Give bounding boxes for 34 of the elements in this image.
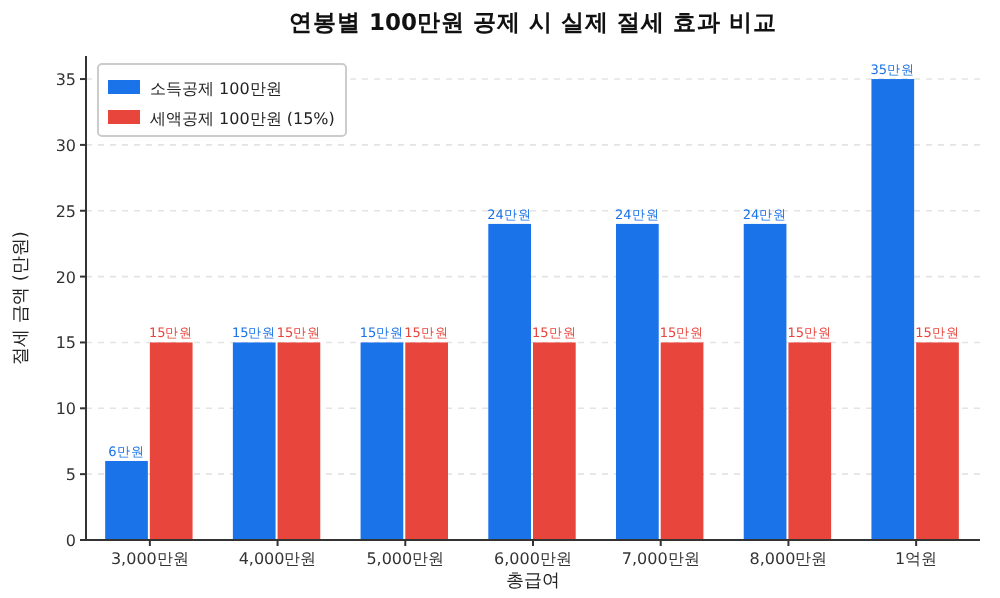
x-tick-label: 4,000만원 [238,550,317,568]
y-axis-title: 절세 금액 (만원) [12,231,32,365]
x-tick-label: 6,000만원 [494,550,572,568]
bar [660,342,704,540]
y-tick-label: 0 [65,532,76,550]
bar [916,342,959,540]
bar [488,223,531,540]
bar [743,223,787,540]
y-tick-label: 30 [55,136,76,155]
bar [405,342,448,540]
y-tick-label: 35 [55,71,76,90]
bar [232,342,276,540]
bar [616,223,659,540]
y-tick-label: 20 [55,268,76,287]
bar [277,342,321,540]
x-axis-title: 총급여 [506,572,560,592]
bar [871,79,915,540]
chart-title: 연봉별 100만원 공제 시 실제 절세 효과 비교 [288,8,778,36]
x-tick-label: 1억원 [895,550,938,568]
x-tick-label: 8,000만원 [749,550,828,568]
y-tick-label: 15 [55,334,76,353]
bar [533,342,576,540]
bar [149,342,193,540]
bar [788,342,832,540]
legend-label: 세액공제 100만원 (15%) [150,110,335,128]
x-tick-label: 7,000만원 [621,550,700,568]
y-tick-label: 10 [55,400,76,419]
y-tick-label: 25 [55,202,76,221]
bar [360,342,404,540]
y-tick-label: 5 [65,466,76,485]
legend-label: 소득공제 100만원 [150,80,282,98]
x-tick-label: 5,000만원 [366,550,445,568]
x-tick-label: 3,000만원 [110,550,189,568]
bar [105,460,148,540]
